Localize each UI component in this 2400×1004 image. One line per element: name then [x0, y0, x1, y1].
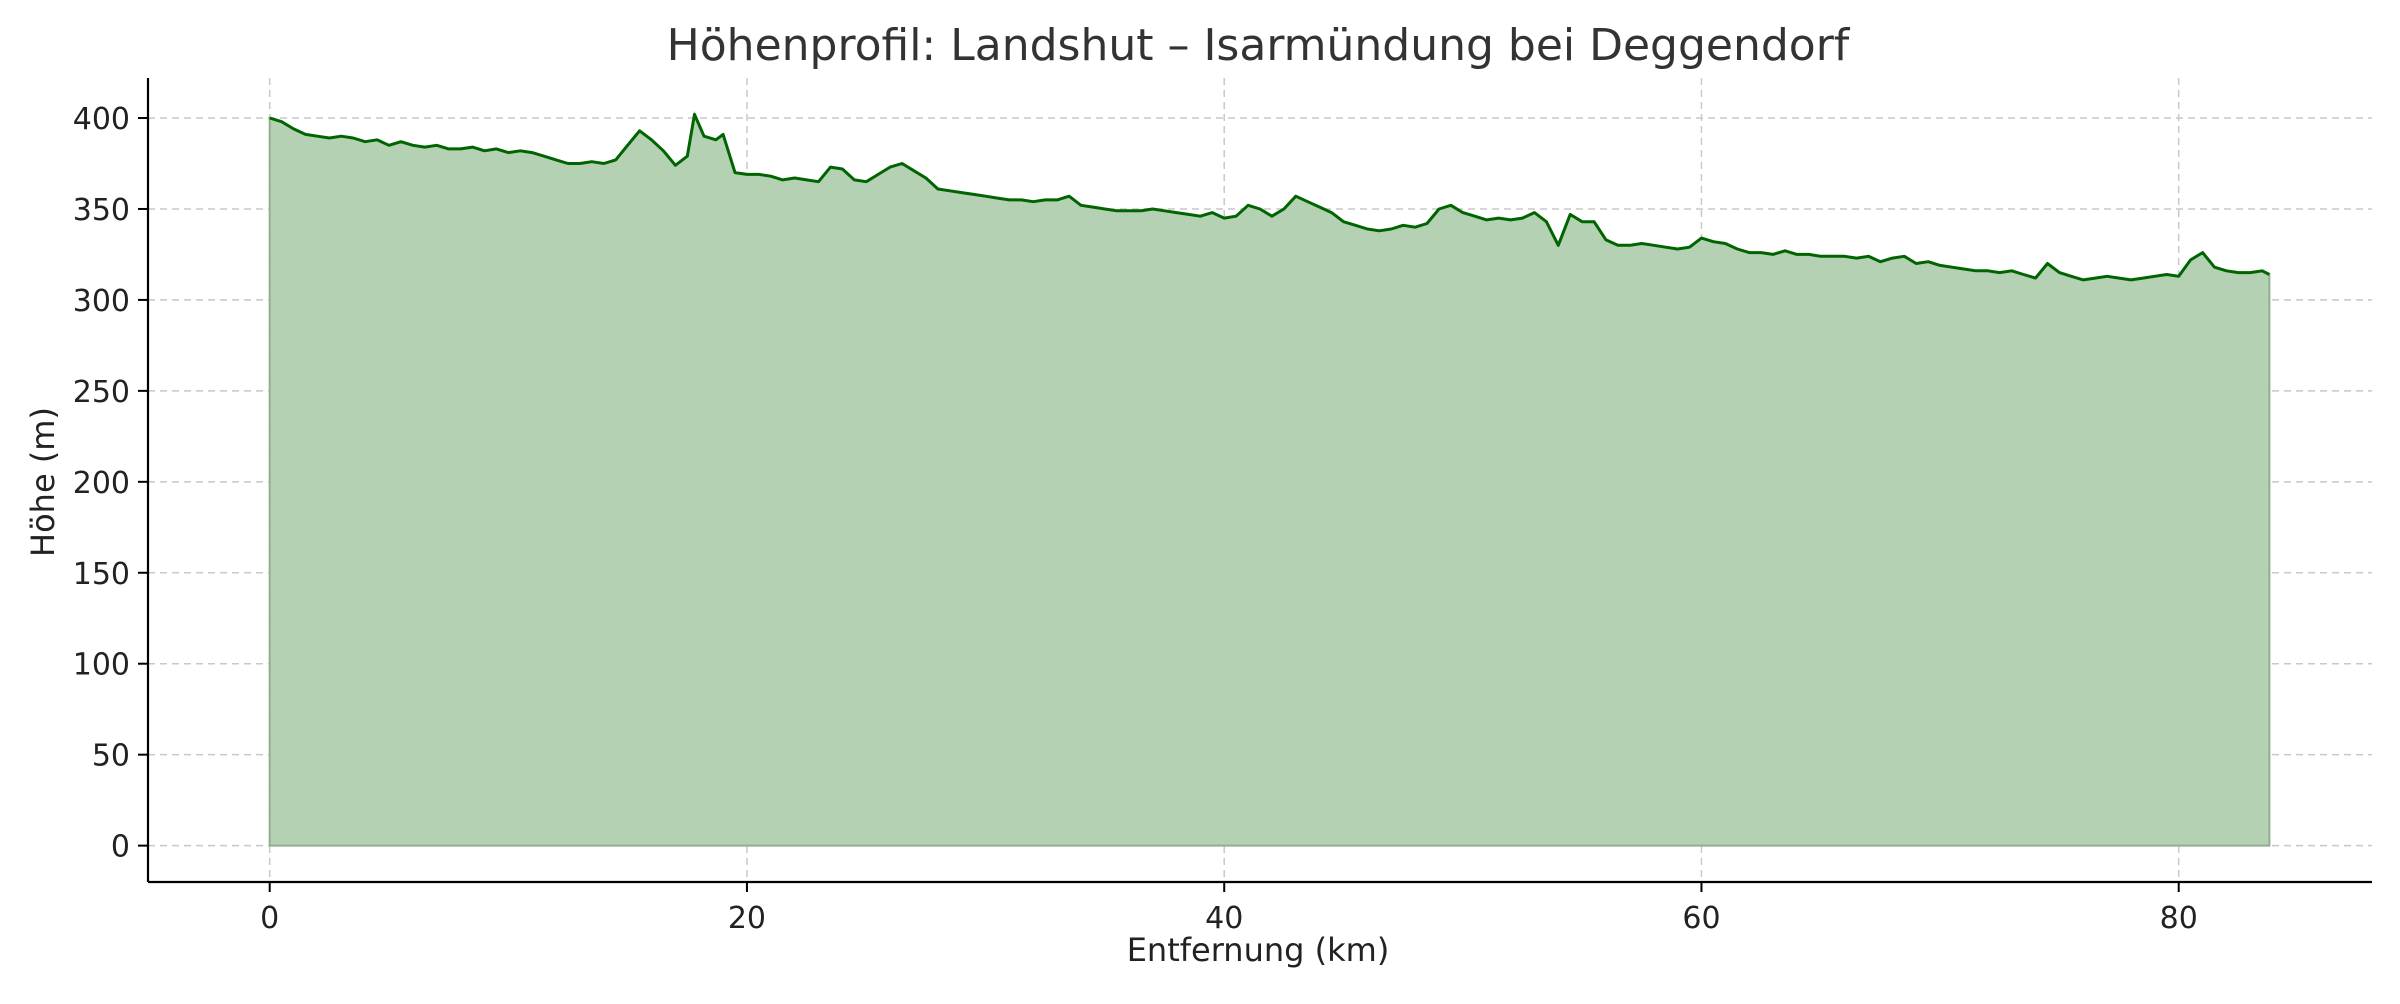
x-axis-label: Entfernung (km): [1127, 931, 1390, 969]
y-tick-label-350: 350: [73, 193, 130, 228]
y-tick-group: 0 50 100 150 200 250 300 350 400: [73, 102, 148, 865]
y-tick-label-250: 250: [73, 375, 130, 410]
x-tick-label-80: 80: [2160, 901, 2198, 936]
x-tick-label-40: 40: [1205, 901, 1243, 936]
y-tick-label-300: 300: [73, 284, 130, 319]
y-tick-label-400: 400: [73, 102, 130, 137]
x-tick-label-20: 20: [728, 901, 766, 936]
y-tick-label-50: 50: [92, 739, 130, 774]
y-axis-label: Höhe (m): [24, 407, 62, 557]
y-tick-label-100: 100: [73, 648, 130, 683]
y-tick-label-200: 200: [73, 466, 130, 501]
x-tick-group: 0 20 40 60 80: [260, 882, 2198, 936]
x-tick-label-60: 60: [1682, 901, 1720, 936]
chart-title: Höhenprofil: Landshut – Isarmündung bei …: [667, 20, 1851, 71]
x-tick-label-0: 0: [260, 901, 279, 936]
elevation-line: [269, 112, 2271, 282]
y-tick-label-150: 150: [73, 557, 130, 592]
elevation-area-fill: [268, 110, 2271, 847]
y-tick-label-0: 0: [111, 830, 130, 865]
axes: [146, 78, 2372, 884]
